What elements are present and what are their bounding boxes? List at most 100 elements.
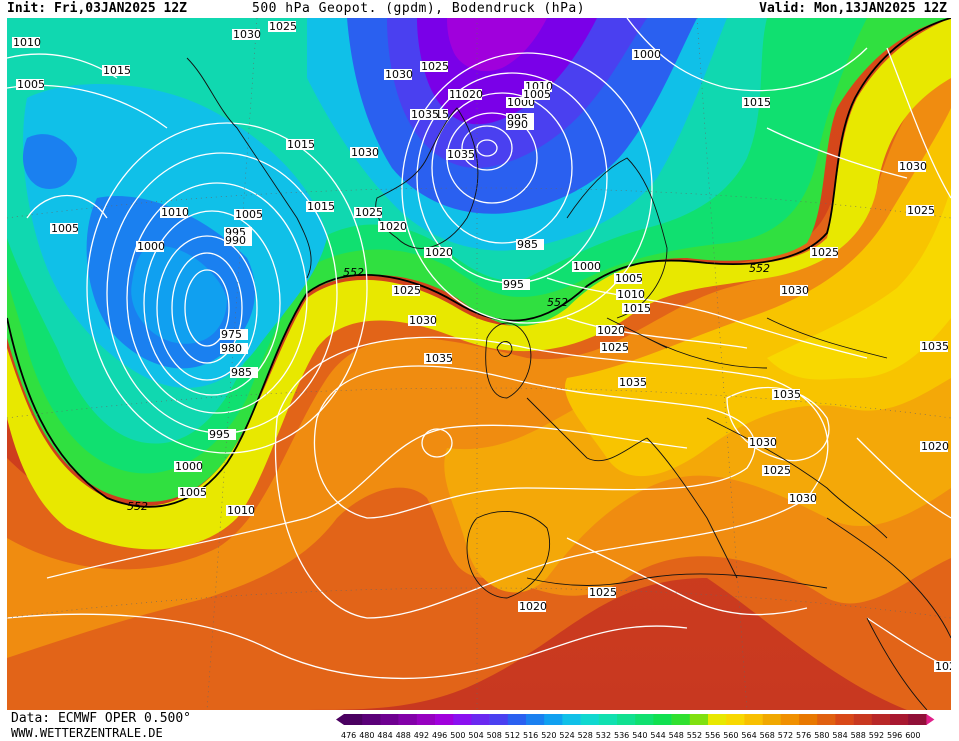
- isobar-label: 1025: [810, 246, 839, 259]
- scale-tick-label: 588: [851, 731, 866, 740]
- isobar-label: 1030: [232, 28, 261, 41]
- svg-text:985: 985: [517, 238, 538, 251]
- svg-text:1015: 1015: [103, 64, 131, 77]
- scale-tick-label: 524: [559, 731, 574, 740]
- svg-text:1020: 1020: [455, 88, 483, 101]
- scale-swatch: [635, 714, 654, 725]
- svg-text:1005: 1005: [17, 78, 45, 91]
- scale-swatch: [780, 714, 800, 725]
- svg-text:1025: 1025: [269, 20, 297, 33]
- geopotential-band-552: [7, 18, 951, 550]
- isobar-label: 1035: [410, 108, 439, 121]
- scale-tick-label: 500: [450, 731, 465, 740]
- scale-tick-label: 528: [578, 731, 593, 740]
- scale-tick-label: 488: [396, 731, 411, 740]
- scale-tick-label: 568: [760, 731, 775, 740]
- scale-tick-label: 560: [723, 731, 738, 740]
- svg-text:1005: 1005: [51, 222, 79, 235]
- geopotential-band-564: [444, 118, 951, 593]
- svg-text:1000: 1000: [573, 260, 601, 273]
- svg-text:990: 990: [507, 118, 528, 131]
- svg-text:1015: 1015: [307, 200, 335, 213]
- geopotential-band-572: [7, 68, 951, 658]
- svg-text:1005: 1005: [235, 208, 263, 221]
- scale-tick-label: 544: [650, 731, 665, 740]
- scale-tick-label: 564: [741, 731, 756, 740]
- svg-text:1030: 1030: [899, 160, 927, 173]
- scale-tick-label: 508: [487, 731, 502, 740]
- svg-text:1005: 1005: [523, 88, 551, 101]
- scale-arrow-high: [926, 714, 935, 725]
- scale-swatch: [453, 714, 472, 725]
- isobar-labels: 1030 1025 1010 1015 1005 1030 1025 1000 1015 1020…: [12, 20, 951, 673]
- isobar-label: 985: [516, 238, 544, 251]
- isobar-label: 1015: [102, 64, 131, 77]
- isobar-label: 1020: [424, 246, 453, 259]
- contour-552-labels: 552 552 552 552: [127, 262, 770, 513]
- scale-swatch: [726, 714, 745, 725]
- map-footer: Data: ECMWF OPER 0.500° WWW.WETTERZENTRA…: [0, 710, 959, 741]
- isobar-label: 1025: [934, 660, 951, 673]
- scale-swatch: [526, 714, 545, 725]
- isobar-label: 975: [220, 328, 248, 341]
- svg-text:1005: 1005: [615, 272, 643, 285]
- isobar-label: 1005: [178, 486, 207, 499]
- isobar-label: 995: [502, 278, 530, 291]
- scale-swatch: [853, 714, 873, 725]
- geopotential-trough-north-center: [447, 18, 547, 72]
- scale-tick-label: 496: [432, 731, 447, 740]
- svg-text:1015: 1015: [287, 138, 315, 151]
- contour-552-label: 552: [749, 262, 770, 275]
- isobar-label: 1025: [420, 60, 449, 73]
- isobar-label: 990: [506, 118, 534, 131]
- scale-tick-label: 484: [377, 731, 392, 740]
- scale-swatch: [908, 714, 927, 725]
- svg-text:995: 995: [209, 428, 230, 441]
- svg-text:1025: 1025: [421, 60, 449, 73]
- weather-map: 1030 1025 1010 1015 1005 1030 1025 1000 1015 1020…: [7, 18, 951, 710]
- contour-552-label: 552: [343, 266, 364, 279]
- scale-tick-label: 584: [832, 731, 847, 740]
- scale-swatch: [835, 714, 854, 725]
- svg-text:1035: 1035: [921, 340, 949, 353]
- scale-tick-label: 580: [814, 731, 829, 740]
- svg-text:1030: 1030: [781, 284, 809, 297]
- isobar-label: 1010: [12, 36, 41, 49]
- scale-swatch: [799, 714, 818, 725]
- svg-text:1025: 1025: [935, 660, 951, 673]
- geopotential-small-trough: [22, 134, 77, 189]
- scale-tick-label: 512: [505, 731, 520, 740]
- svg-text:1030: 1030: [749, 436, 777, 449]
- svg-text:1005: 1005: [179, 486, 207, 499]
- isobar-label: 1035: [920, 340, 949, 353]
- scale-swatch: [398, 714, 418, 725]
- scale-swatch: [689, 714, 709, 725]
- scale-swatch: [762, 714, 782, 725]
- isobar-label: 1010: [160, 206, 189, 219]
- map-title: 500 hPa Geopot. (gpdm), Bodendruck (hPa): [252, 1, 586, 16]
- scale-tick-label: 576: [796, 731, 811, 740]
- isobar-label: 1025: [906, 204, 935, 217]
- graticule: [7, 18, 951, 710]
- isobar-label: 1025: [762, 464, 791, 477]
- svg-text:1035: 1035: [425, 352, 453, 365]
- scale-tick-label: 516: [523, 731, 538, 740]
- svg-text:1030: 1030: [789, 492, 817, 505]
- scale-swatch: [507, 714, 527, 725]
- isobar-label: 1015: [306, 200, 335, 213]
- geopotential-band-560: [565, 108, 951, 477]
- init-time: Init: Fri,03JAN2025 12Z: [7, 1, 188, 16]
- isobar-label: 1030: [898, 160, 927, 173]
- isobar-label: 980: [220, 342, 248, 355]
- svg-text:1035: 1035: [411, 108, 439, 121]
- scale-swatch: [617, 714, 636, 725]
- svg-text:975: 975: [221, 328, 242, 341]
- scale-swatch: [416, 714, 436, 725]
- svg-text:1000: 1000: [137, 240, 165, 253]
- scale-tick-label: 552: [687, 731, 702, 740]
- isobar-label: 1020: [518, 600, 547, 613]
- isobar-label: 1020: [920, 440, 949, 453]
- scale-tick-label: 548: [669, 731, 684, 740]
- isobar-label: 1035: [618, 376, 647, 389]
- svg-text:1010: 1010: [161, 206, 189, 219]
